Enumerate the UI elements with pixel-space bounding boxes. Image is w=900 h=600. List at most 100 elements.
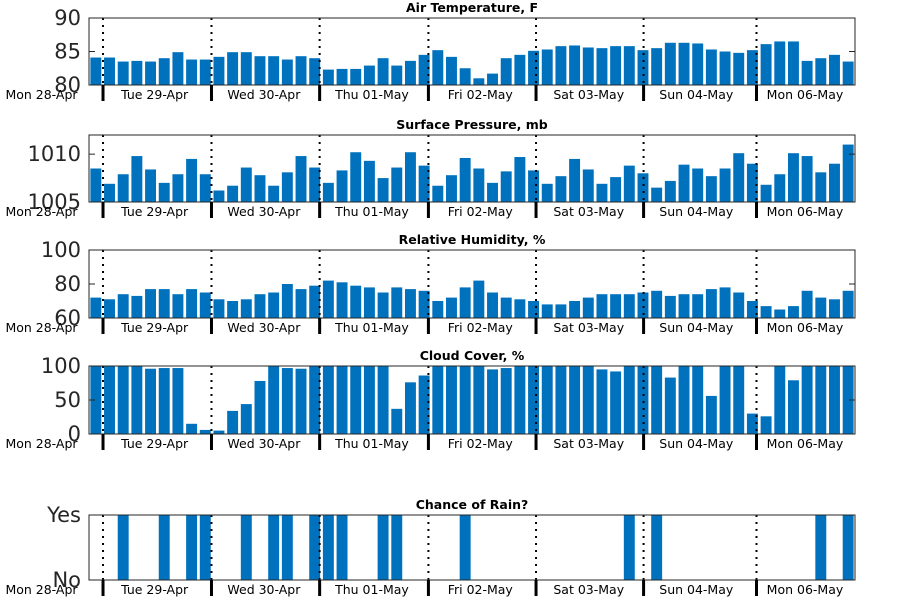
bar (719, 168, 731, 202)
x-tick-label: Sat 03-May (553, 87, 624, 102)
x-tick-label: Fri 02-May (448, 87, 514, 102)
bar (268, 515, 280, 580)
bar (268, 56, 280, 85)
bar (336, 515, 348, 580)
x-tick-label: Mon 06-May (767, 582, 844, 597)
y-tick-label: 0 (68, 422, 81, 446)
bar (692, 366, 704, 434)
bar (158, 289, 170, 318)
bar (131, 156, 143, 202)
bar (227, 410, 239, 434)
bar (459, 287, 471, 318)
bar (528, 50, 540, 85)
x-tick-label: Wed 30-Apr (227, 204, 301, 219)
bar (432, 185, 444, 202)
chart-panel-1: 80 85 90 Mon 28-Apr Tue 29-Apr Wed 30-Apr Thu … (5, 0, 856, 102)
bar (145, 61, 157, 85)
bar (500, 368, 512, 434)
bar (90, 168, 102, 202)
bar (240, 167, 252, 202)
bar (186, 158, 198, 202)
bar (268, 366, 280, 434)
bar (746, 163, 758, 202)
y-tick-label: No (52, 568, 81, 592)
bar (117, 174, 129, 202)
bar (746, 301, 758, 318)
bar (377, 178, 389, 202)
bar (746, 50, 758, 85)
bar (213, 430, 225, 434)
bar (309, 366, 321, 434)
bar (172, 368, 184, 434)
x-tick-label: Mon 28-Apr (5, 582, 78, 597)
bar (350, 68, 362, 85)
bar (158, 58, 170, 85)
bar (199, 429, 211, 434)
bar (678, 366, 690, 434)
bar (829, 299, 840, 318)
bar (801, 366, 813, 434)
x-tick-label: Mon 06-May (767, 204, 844, 219)
bar (322, 366, 334, 434)
bar (145, 169, 157, 202)
bar (432, 366, 444, 434)
bar (391, 65, 403, 85)
y-tick-label: 60 (54, 306, 81, 330)
bar (281, 515, 293, 580)
x-tick-label: Sun 04-May (659, 436, 734, 451)
x-tick-label: Fri 02-May (448, 204, 514, 219)
x-tick-label: Mon 06-May (767, 436, 844, 451)
x-tick-label: Sun 04-May (659, 204, 734, 219)
bar (363, 287, 375, 318)
bar (240, 404, 252, 434)
bar (705, 49, 717, 85)
bar (705, 176, 717, 202)
y-tick-label: 1005 (28, 190, 81, 214)
bar (186, 423, 198, 434)
bar (295, 368, 307, 434)
bar (582, 297, 594, 318)
bar (473, 280, 485, 318)
axes-box (88, 134, 856, 203)
bar (719, 51, 731, 85)
x-tick-label: Thu 01-May (334, 204, 409, 219)
bar (90, 366, 102, 434)
bar (459, 366, 471, 434)
bar (760, 306, 772, 318)
bar (815, 297, 827, 318)
x-tick-label: Fri 02-May (448, 582, 514, 597)
bar (651, 515, 663, 580)
bar (446, 297, 457, 318)
bar (528, 301, 540, 318)
bar (418, 290, 430, 318)
bar (815, 172, 827, 202)
x-tick-label: Tue 29-Apr (120, 582, 189, 597)
bar (596, 294, 608, 318)
bar (281, 172, 293, 202)
bar (240, 515, 252, 580)
bar (692, 43, 704, 85)
bar (240, 52, 252, 85)
bar (281, 59, 293, 85)
x-tick-label: Thu 01-May (334, 436, 409, 451)
bar (623, 294, 635, 318)
bar (404, 60, 416, 85)
x-tick-label: Sat 03-May (553, 204, 624, 219)
x-tick-label: Fri 02-May (448, 436, 514, 451)
y-tick-label: 100 (41, 238, 81, 262)
bar (227, 52, 239, 85)
bar (664, 42, 676, 85)
x-tick-label: Sat 03-May (553, 582, 624, 597)
y-tick-label: Yes (46, 503, 81, 527)
bar (500, 171, 512, 202)
bar (815, 515, 827, 580)
y-tick-label: 80 (54, 73, 81, 97)
bar (172, 294, 184, 318)
bar (569, 45, 581, 85)
bar (760, 416, 772, 434)
bar (555, 304, 567, 318)
chart-title: Cloud Cover, % (420, 348, 525, 363)
bar (404, 382, 416, 434)
bar (391, 167, 403, 202)
bar (240, 299, 252, 318)
